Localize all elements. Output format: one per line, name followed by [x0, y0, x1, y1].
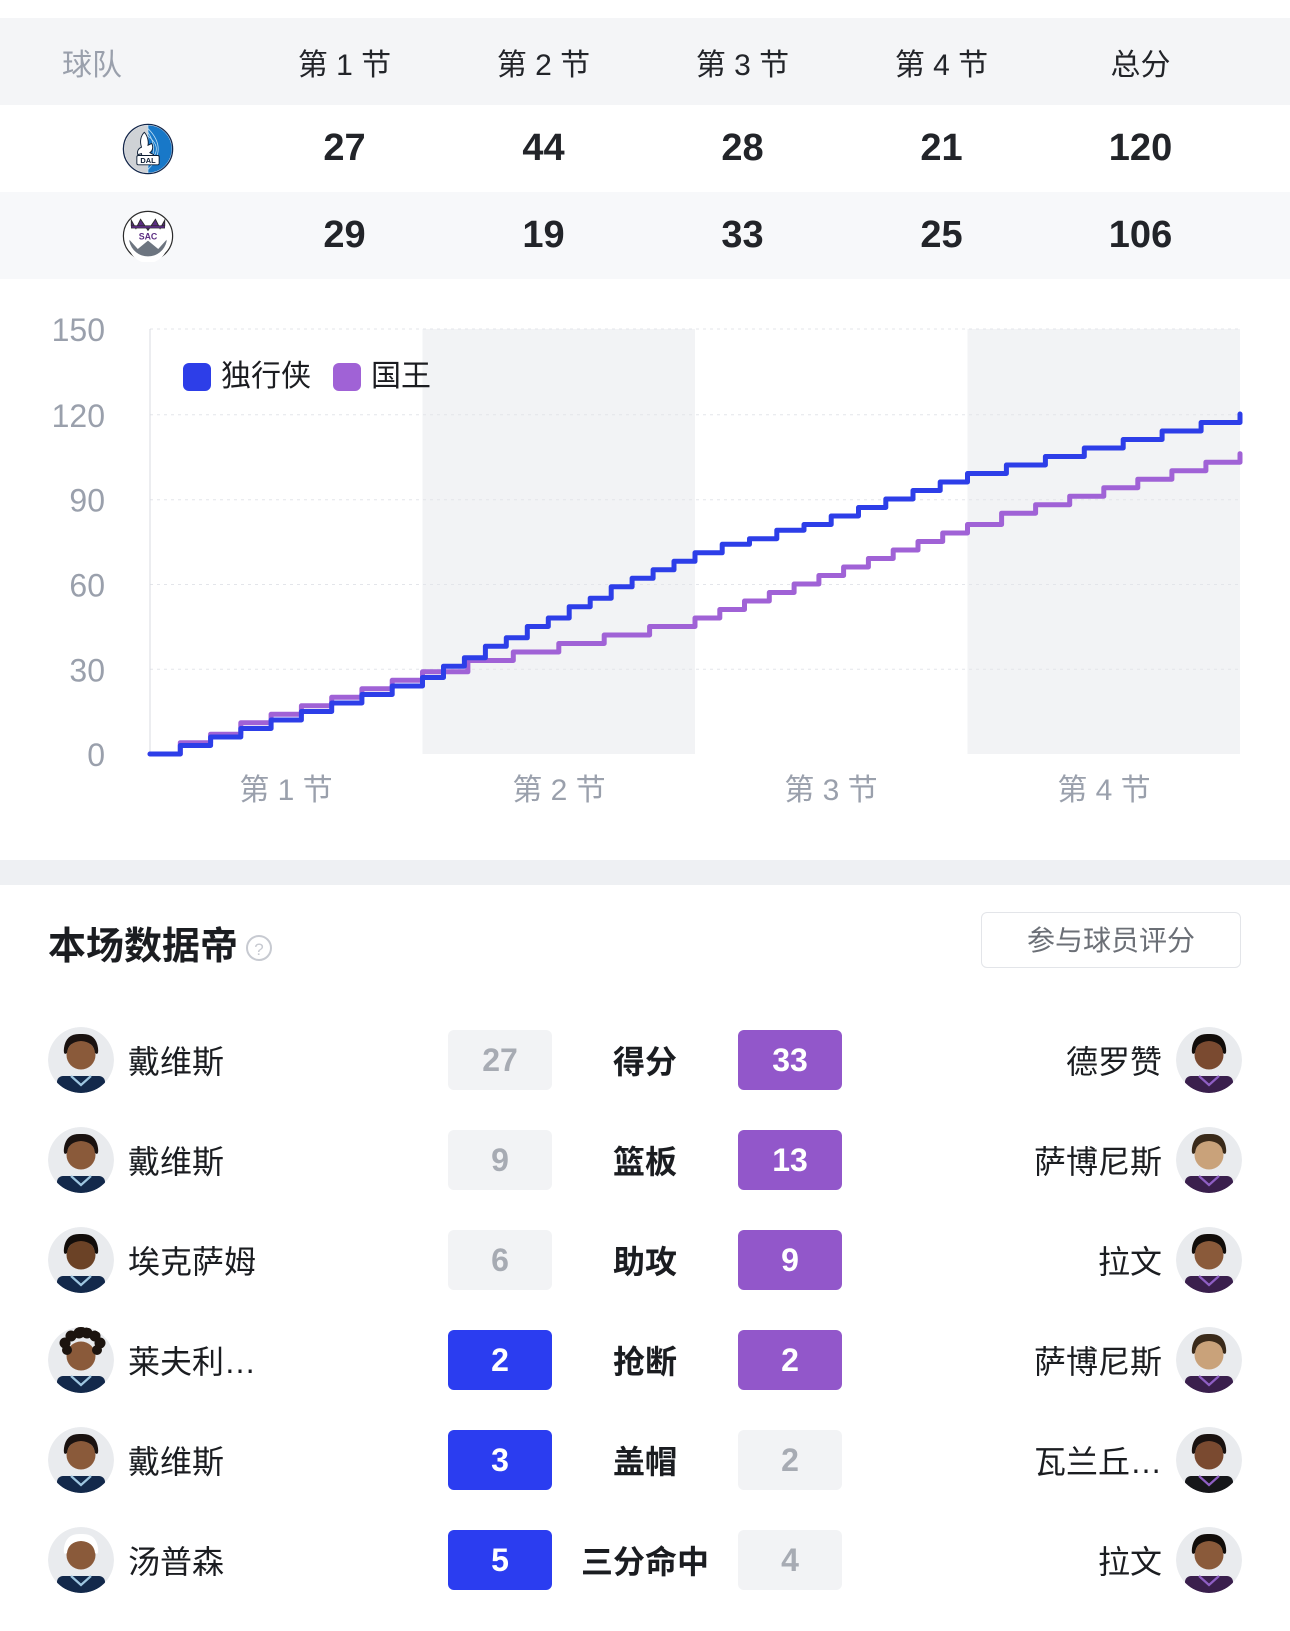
svg-text:国王: 国王	[371, 360, 431, 393]
svg-text:第 3 节: 第 3 节	[784, 774, 877, 807]
svg-text:120: 120	[52, 398, 105, 434]
svg-text:60: 60	[69, 568, 105, 604]
svg-text:第 1 节: 第 1 节	[239, 774, 332, 807]
svg-text:独行侠: 独行侠	[221, 360, 311, 393]
svg-text:第 4 节: 第 4 节	[1057, 774, 1150, 807]
svg-text:150: 150	[52, 312, 105, 348]
svg-text:SAC: SAC	[139, 231, 158, 241]
svg-text:90: 90	[69, 483, 105, 519]
svg-text:第 2 节: 第 2 节	[512, 774, 605, 807]
svg-text:DAL: DAL	[140, 155, 156, 164]
svg-text:30: 30	[69, 652, 105, 688]
svg-text:0: 0	[87, 737, 105, 773]
